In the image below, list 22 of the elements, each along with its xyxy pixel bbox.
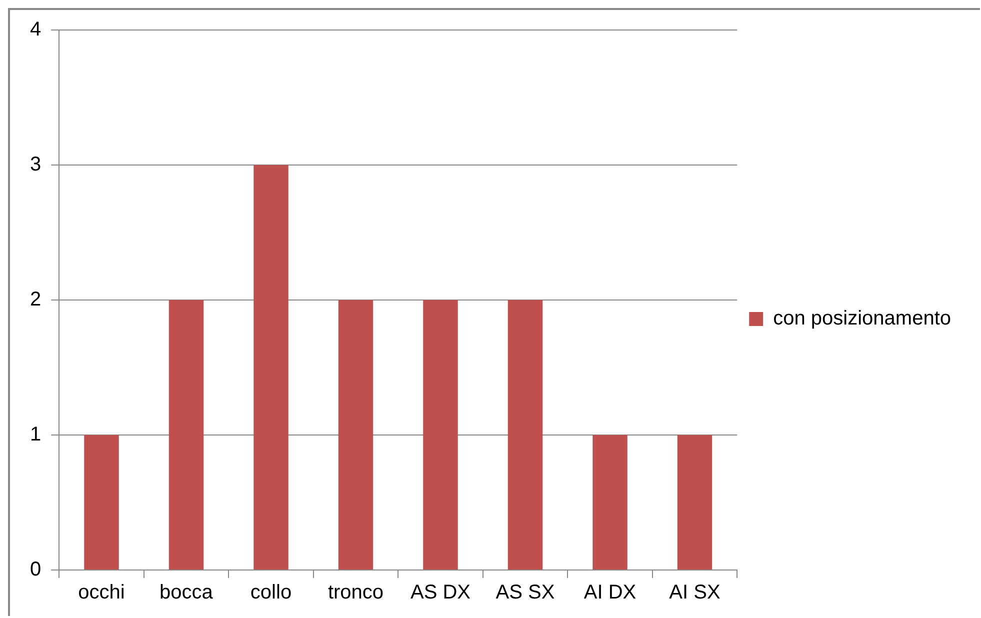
y-tick-label: 4	[30, 18, 42, 41]
x-tick-label: AS SX	[496, 582, 555, 604]
y-tick-label: 2	[30, 288, 42, 311]
legend-label: con posizionamento	[773, 308, 951, 330]
bar	[677, 435, 712, 570]
bar	[84, 435, 119, 570]
bar	[338, 300, 374, 570]
bar	[508, 300, 543, 570]
x-tick-label: collo	[250, 582, 292, 604]
bar	[592, 435, 628, 570]
bar	[254, 165, 288, 570]
x-tick-label: AI SX	[669, 582, 720, 604]
x-tick-label: tronco	[328, 582, 384, 604]
x-tick-label: AS DX	[410, 582, 471, 604]
bar	[423, 300, 458, 570]
y-tick-label: 0	[30, 558, 42, 581]
x-tick-label: occhi	[78, 582, 125, 604]
x-tick-label: AI DX	[584, 582, 636, 604]
y-tick-label: 3	[30, 154, 42, 176]
y-tick-label: 1	[30, 424, 42, 446]
x-tick-label: bocca	[160, 582, 214, 604]
bar	[168, 300, 204, 570]
